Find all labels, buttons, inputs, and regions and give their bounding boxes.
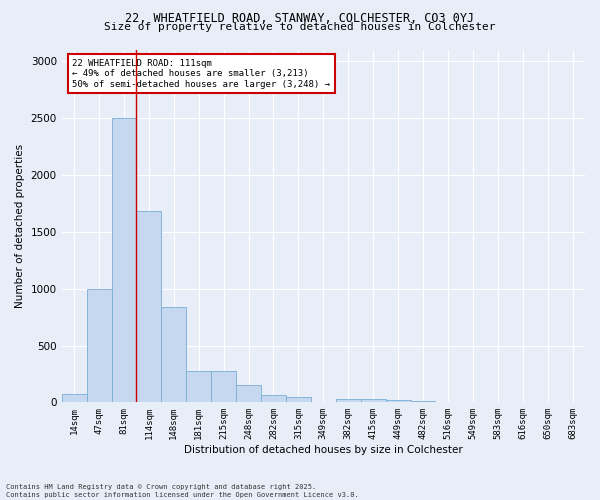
- Bar: [236, 384, 261, 402]
- X-axis label: Distribution of detached houses by size in Colchester: Distribution of detached houses by size …: [184, 445, 463, 455]
- Bar: [136, 212, 161, 402]
- Text: Contains HM Land Registry data © Crown copyright and database right 2025.
Contai: Contains HM Land Registry data © Crown c…: [6, 484, 359, 498]
- Text: 22, WHEATFIELD ROAD, STANWAY, COLCHESTER, CO3 0YJ: 22, WHEATFIELD ROAD, STANWAY, COLCHESTER…: [125, 12, 475, 26]
- Bar: [361, 400, 386, 402]
- Bar: [286, 396, 311, 402]
- Bar: [186, 370, 211, 402]
- Bar: [86, 288, 112, 403]
- Text: 22 WHEATFIELD ROAD: 111sqm
← 49% of detached houses are smaller (3,213)
50% of s: 22 WHEATFIELD ROAD: 111sqm ← 49% of deta…: [72, 59, 330, 88]
- Bar: [62, 394, 86, 402]
- Bar: [386, 400, 410, 402]
- Text: Size of property relative to detached houses in Colchester: Size of property relative to detached ho…: [104, 22, 496, 32]
- Bar: [261, 395, 286, 402]
- Bar: [112, 118, 136, 403]
- Bar: [161, 307, 186, 402]
- Bar: [410, 400, 436, 402]
- Bar: [336, 399, 361, 402]
- Y-axis label: Number of detached properties: Number of detached properties: [15, 144, 25, 308]
- Bar: [211, 370, 236, 402]
